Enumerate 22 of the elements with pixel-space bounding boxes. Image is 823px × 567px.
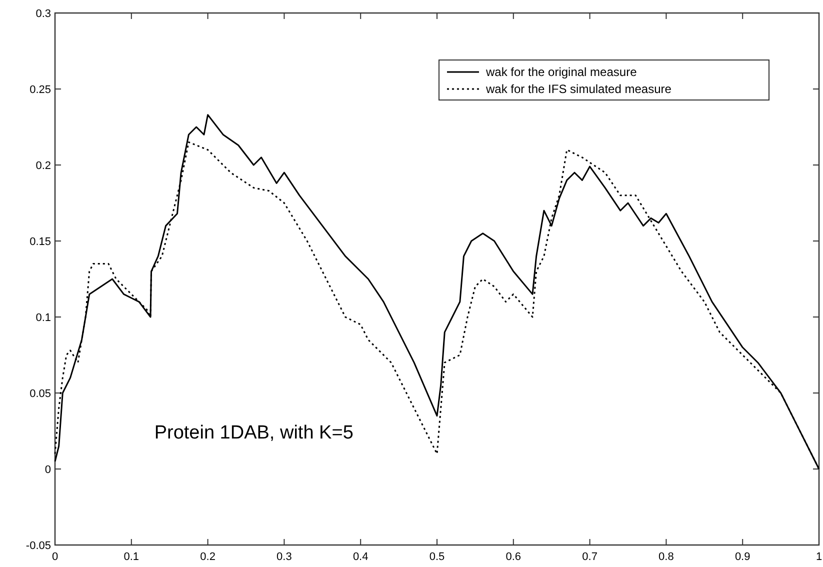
- x-tick-label: 0.8: [658, 551, 674, 563]
- y-tick-label: 0: [44, 464, 51, 476]
- x-tick-label: 0.9: [734, 551, 750, 563]
- legend-label: wak for the original measure: [485, 65, 638, 79]
- y-tick-label: 0.2: [36, 160, 51, 172]
- x-tick-label: 0.5: [429, 551, 445, 563]
- legend-label: wak for the IFS simulated measure: [485, 82, 672, 96]
- x-tick-label: 0.2: [200, 551, 216, 563]
- y-tick-label: -0.05: [26, 540, 51, 552]
- x-tick-label: 0.4: [352, 551, 368, 563]
- y-tick-label: 0.15: [30, 236, 51, 248]
- y-tick-label: 0.05: [30, 388, 51, 400]
- x-tick-label: 0.3: [276, 551, 292, 563]
- y-tick-label: 0.3: [36, 8, 51, 20]
- x-tick-label: 0: [52, 551, 58, 563]
- annotation: Protein 1DAB, with K=5: [154, 422, 354, 444]
- x-tick-label: 0.7: [582, 551, 598, 563]
- y-tick-label: 0.1: [36, 312, 51, 324]
- x-tick-label: 0.1: [124, 551, 140, 563]
- y-tick-label: 0.25: [30, 84, 51, 96]
- x-tick-label: 1: [816, 551, 822, 563]
- x-tick-label: 0.6: [506, 551, 522, 563]
